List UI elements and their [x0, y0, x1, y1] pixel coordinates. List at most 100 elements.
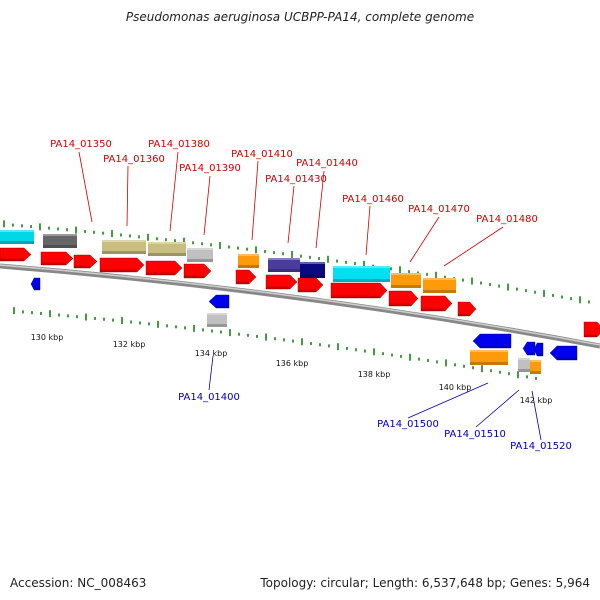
tick-mark — [507, 283, 509, 291]
cds-arrow — [0, 247, 32, 262]
tick-mark — [472, 366, 474, 370]
tick-mark — [390, 267, 392, 271]
cds-arrow — [235, 269, 257, 285]
gene-label-reverse[interactable]: PA14_01520 — [510, 441, 572, 452]
leader-line — [365, 205, 371, 256]
tick-mark — [319, 343, 321, 347]
gene-label-forward[interactable]: PA14_01390 — [179, 163, 241, 174]
gene-box — [187, 248, 213, 262]
tick-mark — [489, 283, 491, 287]
tick-mark — [39, 223, 41, 231]
kbp-label: 138 kbp — [358, 370, 391, 379]
tick-mark — [201, 242, 203, 246]
cds-arrow — [330, 282, 388, 299]
gene-box — [43, 234, 77, 248]
tick-mark — [363, 260, 365, 268]
tick-mark — [409, 353, 411, 361]
tick-mark — [112, 318, 114, 322]
genome-backbone — [0, 263, 600, 349]
gene-label-forward[interactable]: PA14_01360 — [103, 154, 165, 165]
tick-mark — [228, 245, 230, 249]
tick-mark — [121, 317, 123, 325]
gene-box — [518, 358, 530, 372]
tick-mark — [40, 311, 42, 315]
gene-label-forward[interactable]: PA14_01460 — [342, 194, 404, 205]
gene-box — [102, 240, 146, 254]
tick-mark — [76, 315, 78, 319]
gene-box — [530, 360, 541, 374]
tick-mark — [427, 359, 429, 363]
tick-mark — [57, 227, 59, 231]
tick-mark — [274, 337, 276, 341]
accession-text: Accession: NC_008463 — [10, 576, 147, 590]
tick-mark — [102, 231, 104, 235]
gene-label-forward[interactable]: PA14_01410 — [231, 149, 293, 160]
tick-mark — [111, 230, 113, 238]
gene-box — [423, 278, 456, 293]
leader-line — [407, 382, 489, 419]
cds-arrow — [265, 274, 298, 290]
kbp-label: 130 kbp — [31, 333, 64, 342]
tick-marks — [3, 220, 590, 380]
gene-label-reverse[interactable]: PA14_01400 — [178, 392, 240, 403]
tick-mark — [211, 329, 213, 333]
tick-mark — [471, 277, 473, 285]
gene-label-forward[interactable]: PA14_01430 — [265, 174, 327, 185]
tick-mark — [66, 228, 68, 232]
tick-mark — [202, 328, 204, 332]
tick-mark — [408, 270, 410, 274]
gene-label-forward[interactable]: PA14_01480 — [476, 214, 538, 225]
cds-arrow — [420, 295, 453, 312]
tick-mark — [229, 329, 231, 337]
gene-label-reverse[interactable]: PA14_01500 — [377, 419, 439, 430]
tick-mark — [58, 313, 60, 317]
tick-mark — [192, 241, 194, 245]
tick-mark — [84, 229, 86, 233]
tick-mark — [463, 364, 465, 368]
tick-mark — [49, 310, 51, 318]
cds-arrow — [183, 263, 212, 279]
reverse-cds-arrow — [208, 294, 230, 309]
tick-mark — [328, 344, 330, 348]
gene-label-forward[interactable]: PA14_01350 — [50, 139, 112, 150]
tick-mark — [417, 271, 419, 275]
tick-mark — [3, 220, 5, 228]
cds-arrow — [145, 260, 183, 276]
tick-mark — [75, 226, 77, 234]
tick-mark — [454, 363, 456, 367]
tick-mark — [382, 352, 384, 356]
tick-mark — [355, 348, 357, 352]
leader-line — [208, 355, 214, 391]
tick-mark — [444, 275, 446, 279]
tick-mark — [373, 348, 375, 356]
tick-mark — [480, 281, 482, 285]
tick-mark — [552, 293, 554, 297]
tick-mark — [327, 255, 329, 263]
tick-mark — [337, 343, 339, 351]
gene-label-forward[interactable]: PA14_01470 — [408, 204, 470, 215]
tick-mark — [525, 289, 527, 293]
cds-arrow — [457, 301, 477, 317]
label-leaders — [78, 151, 542, 441]
gene-label-forward[interactable]: PA14_01440 — [296, 158, 358, 169]
tick-mark — [346, 346, 348, 350]
tick-mark — [301, 338, 303, 346]
tick-mark — [399, 266, 401, 274]
reverse-cds-arrow — [30, 277, 41, 291]
kbp-label: 136 kbp — [276, 359, 309, 368]
tick-mark — [435, 271, 437, 279]
gene-label-reverse[interactable]: PA14_01510 — [444, 429, 506, 440]
tick-mark — [130, 320, 132, 324]
tick-mark — [138, 235, 140, 239]
gene-box — [268, 258, 300, 272]
gene-label-forward[interactable]: PA14_01380 — [148, 139, 210, 150]
kbp-label: 140 kbp — [439, 383, 472, 392]
tick-mark — [345, 260, 347, 264]
tick-mark — [255, 246, 257, 254]
tick-mark — [246, 247, 248, 251]
tick-mark — [67, 314, 69, 318]
leader-line — [531, 390, 542, 441]
kbp-label: 142 kbp — [520, 396, 553, 405]
leader-line — [315, 170, 325, 249]
cds-arrow — [99, 257, 145, 273]
